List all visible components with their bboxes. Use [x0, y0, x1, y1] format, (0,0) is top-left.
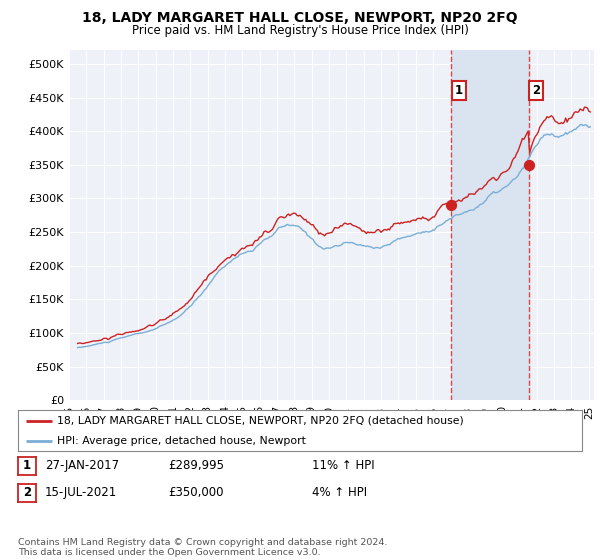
Text: 15-JUL-2021: 15-JUL-2021 [45, 486, 117, 500]
Point [524, 160, 533, 169]
Text: 2: 2 [532, 85, 541, 97]
Bar [451, 50, 529, 400]
Text: 18, LADY MARGARET HALL CLOSE, NEWPORT, NP20 2FQ: 18, LADY MARGARET HALL CLOSE, NEWPORT, N… [82, 11, 518, 25]
Text: 1: 1 [455, 85, 463, 97]
Text: 4% ↑ HPI: 4% ↑ HPI [312, 486, 367, 500]
Text: 27-JAN-2017: 27-JAN-2017 [45, 459, 119, 473]
Text: HPI: Average price, detached house, Newport: HPI: Average price, detached house, Newp… [58, 436, 307, 446]
Text: £350,000: £350,000 [168, 486, 224, 500]
Text: 18, LADY MARGARET HALL CLOSE, NEWPORT, NP20 2FQ (detached house): 18, LADY MARGARET HALL CLOSE, NEWPORT, N… [58, 416, 464, 426]
Text: 11% ↑ HPI: 11% ↑ HPI [312, 459, 374, 473]
Text: 1: 1 [23, 459, 31, 473]
Point [446, 200, 456, 209]
Text: Price paid vs. HM Land Registry's House Price Index (HPI): Price paid vs. HM Land Registry's House … [131, 24, 469, 36]
Text: Contains HM Land Registry data © Crown copyright and database right 2024.
This d: Contains HM Land Registry data © Crown c… [18, 538, 388, 557]
Text: 2: 2 [23, 486, 31, 500]
Text: £289,995: £289,995 [168, 459, 224, 473]
